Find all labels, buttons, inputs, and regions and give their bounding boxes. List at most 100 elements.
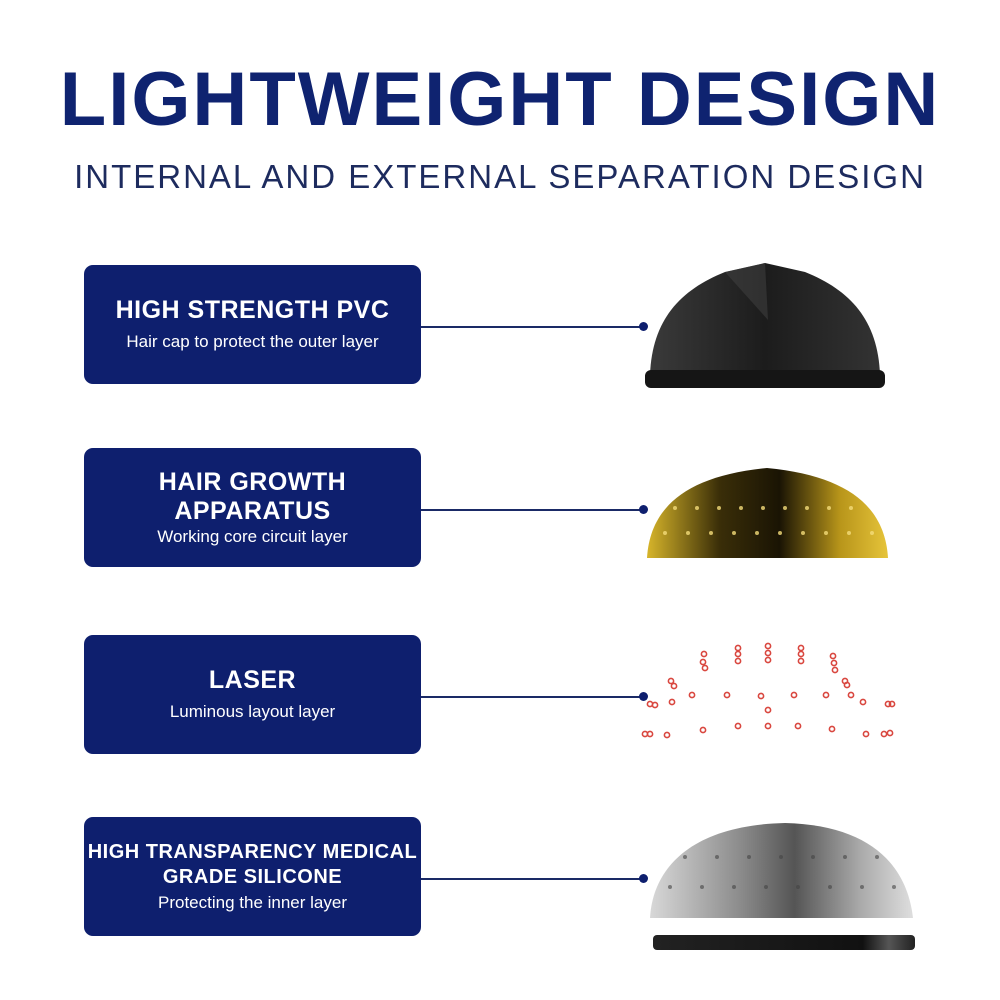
laser-dot xyxy=(822,691,830,699)
laser-dot xyxy=(734,657,742,665)
dimple-dot xyxy=(778,531,782,535)
connector-line xyxy=(421,509,643,511)
laser-dot xyxy=(651,701,659,709)
laser-dot xyxy=(797,650,805,658)
dimple-dot xyxy=(828,885,832,889)
laser-dot xyxy=(663,731,671,739)
layer-description: Luminous layout layer xyxy=(169,702,336,721)
laser-dot xyxy=(667,677,675,685)
gold-dome-image xyxy=(647,468,888,558)
dimple-dot xyxy=(668,885,672,889)
layer-description: Working core circuit layer xyxy=(157,526,348,546)
dimple-dot xyxy=(796,885,800,889)
laser-dot xyxy=(790,691,798,699)
dimple-dot xyxy=(805,506,809,510)
layer-card-apparatus: HAIR GROWTH APPARATUS Working core circu… xyxy=(84,448,421,567)
silver-dome-image xyxy=(650,823,915,950)
laser-dot xyxy=(764,642,772,650)
laser-dot xyxy=(668,698,676,706)
laser-dot xyxy=(847,691,855,699)
connector-dot xyxy=(639,322,648,331)
laser-dot xyxy=(843,681,851,689)
laser-dot xyxy=(884,700,892,708)
laser-dot xyxy=(880,730,888,738)
laser-dot xyxy=(797,657,805,665)
dimple-dot xyxy=(700,885,704,889)
dimple-dot xyxy=(801,531,805,535)
laser-dot xyxy=(734,644,742,652)
page-title: LIGHTWEIGHT DESIGN xyxy=(59,57,941,142)
dimple-dot xyxy=(811,855,815,859)
page-subtitle: INTERNAL AND EXTERNAL SEPARATION DESIGN xyxy=(74,158,926,195)
laser-dot xyxy=(830,659,838,667)
laser-dot xyxy=(764,656,772,664)
dimple-dot xyxy=(755,531,759,535)
dimple-dot xyxy=(673,506,677,510)
dimple-dot xyxy=(683,855,687,859)
laser-dot xyxy=(828,725,836,733)
layer-title: LASER xyxy=(208,666,297,694)
connector-line xyxy=(421,696,643,698)
dimple-dot xyxy=(695,506,699,510)
laser-dot xyxy=(829,652,837,660)
laser-dot xyxy=(699,726,707,734)
dimple-dot xyxy=(732,531,736,535)
laser-dot xyxy=(670,682,678,690)
layer-card-laser: LASER Luminous layout layer xyxy=(84,635,421,754)
black-cap-image xyxy=(645,263,885,388)
dimple-dot xyxy=(849,506,853,510)
laser-dot xyxy=(688,691,696,699)
connector-dot xyxy=(639,692,648,701)
dimple-dot xyxy=(715,855,719,859)
dimple-dot xyxy=(779,855,783,859)
laser-dot xyxy=(764,649,772,657)
dimple-dot xyxy=(732,885,736,889)
laser-dot xyxy=(886,729,894,737)
dimple-dot xyxy=(739,506,743,510)
laser-dot xyxy=(764,722,772,730)
laser-dot xyxy=(862,730,870,738)
connector-line xyxy=(421,878,643,880)
dimple-dot xyxy=(847,531,851,535)
dimple-dot xyxy=(870,531,874,535)
connector-dot xyxy=(639,874,648,883)
layer-card-silicone: HIGH TRANSPARENCY MEDICAL GRADE SILICONE… xyxy=(84,817,421,936)
laser-dot xyxy=(859,698,867,706)
dimple-dot xyxy=(747,855,751,859)
dimple-dot xyxy=(875,855,879,859)
dimple-dot xyxy=(761,506,765,510)
connector-dot xyxy=(639,505,648,514)
layer-title: HIGH TRANSPARENCY MEDICAL GRADE SILICONE xyxy=(87,840,418,888)
dimple-dot xyxy=(860,885,864,889)
layer-title: HIGH STRENGTH PVC xyxy=(115,296,390,324)
layer-title: HAIR GROWTH APPARATUS xyxy=(158,467,347,525)
laser-dot xyxy=(734,722,742,730)
laser-dot xyxy=(699,658,707,666)
layer-card-pvc: HIGH STRENGTH PVC Hair cap to protect th… xyxy=(84,265,421,384)
laser-dot xyxy=(888,700,896,708)
laser-dot xyxy=(646,730,654,738)
dimple-dot xyxy=(686,531,690,535)
laser-dot xyxy=(700,650,708,658)
dimple-dot xyxy=(717,506,721,510)
connector-line xyxy=(421,326,643,328)
dimple-dot xyxy=(827,506,831,510)
laser-dot xyxy=(734,650,742,658)
laser-dot xyxy=(701,664,709,672)
dimple-dot xyxy=(783,506,787,510)
laser-dot xyxy=(764,706,772,714)
laser-dot xyxy=(794,722,802,730)
dimple-dot xyxy=(764,885,768,889)
laser-dots-image xyxy=(641,642,896,739)
laser-dot xyxy=(757,692,765,700)
dimple-dot xyxy=(824,531,828,535)
laser-dot xyxy=(797,644,805,652)
layer-description: Protecting the inner layer xyxy=(158,892,347,912)
laser-dot xyxy=(723,691,731,699)
layer-description: Hair cap to protect the outer layer xyxy=(126,332,379,351)
laser-dot xyxy=(831,666,839,674)
dimple-dot xyxy=(709,531,713,535)
dimple-dot xyxy=(843,855,847,859)
dimple-dot xyxy=(892,885,896,889)
dimple-dot xyxy=(663,531,667,535)
